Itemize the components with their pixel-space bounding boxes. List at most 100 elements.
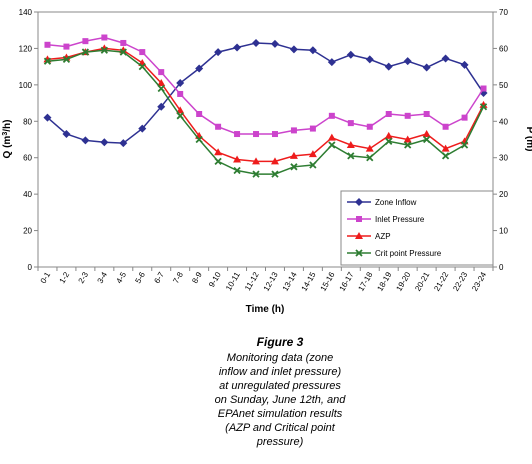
x-tick-label: 3-4 <box>96 270 110 285</box>
data-point-inlet-pressure <box>101 34 108 41</box>
legend-label-azp: AZP <box>375 232 391 241</box>
data-point-azp <box>214 148 223 156</box>
legend-label-crit-point-pressure: Crit point Pressure <box>375 249 442 258</box>
data-point-azp <box>308 150 317 158</box>
data-point-azp <box>384 131 393 139</box>
legend-items: Zone Inflow Inlet Pressure AZP Crit point P… <box>347 198 442 258</box>
caption-line: Monitoring data (zone <box>226 352 334 364</box>
legend-marker-inlet-pressure <box>356 216 362 222</box>
data-point-inlet-pressure <box>63 43 70 50</box>
data-point-crit-point-pressure <box>366 154 374 162</box>
data-point-azp <box>422 130 431 138</box>
x-tick-label: 12-13 <box>262 270 280 293</box>
data-point-azp <box>403 135 412 143</box>
data-point-zone-inflow <box>195 64 204 73</box>
legend-label-zone-inflow: Zone Inflow <box>375 198 417 207</box>
legend-label-inlet-pressure: Inlet Pressure <box>375 215 425 224</box>
data-point-inlet-pressure <box>253 131 260 138</box>
data-point-azp <box>270 157 279 165</box>
data-point-crit-point-pressure <box>233 166 241 175</box>
data-point-crit-point-pressure <box>214 157 222 165</box>
x-tick-label: 17-18 <box>356 270 374 293</box>
x-tick-label: 14-15 <box>300 270 318 293</box>
y2-tick-label: 0 <box>499 263 504 272</box>
data-point-crit-point-pressure <box>81 48 90 56</box>
caption-line: (AZP and Critical point <box>225 422 335 434</box>
caption-line: EPAnet simulation results <box>217 408 343 420</box>
data-point-crit-point-pressure <box>423 135 431 144</box>
x-tick-label: 7-8 <box>171 270 185 285</box>
data-point-zone-inflow <box>327 58 336 67</box>
data-point-zone-inflow <box>233 43 242 52</box>
data-point-zone-inflow <box>289 45 298 54</box>
data-point-zone-inflow <box>308 46 317 55</box>
data-point-crit-point-pressure <box>460 141 469 149</box>
data-point-crit-point-pressure <box>309 161 317 169</box>
data-point-inlet-pressure <box>290 127 297 134</box>
data-point-inlet-pressure <box>404 112 411 119</box>
data-point-inlet-pressure <box>423 111 430 117</box>
data-point-zone-inflow <box>346 50 355 59</box>
y2-tick-label: 10 <box>499 227 508 236</box>
data-point-crit-point-pressure <box>176 112 184 120</box>
data-point-inlet-pressure <box>347 120 354 127</box>
x-tick-label: 16-17 <box>338 270 356 293</box>
data-point-inlet-pressure <box>480 85 487 92</box>
data-point-zone-inflow <box>441 54 450 63</box>
x-tick-label: 15-16 <box>319 270 337 293</box>
caption-line: on Sunday, June 12th, and <box>214 394 346 406</box>
y2-tick-label: 70 <box>499 8 508 17</box>
caption-body: Monitoring data (zone inflow and inlet p… <box>200 351 360 449</box>
x-tick-label: 5-6 <box>133 270 147 285</box>
x-tick-label: 23-24 <box>470 270 488 293</box>
y-tick-label: 40 <box>23 190 32 199</box>
y-axis-title: Q (m3/h) <box>2 120 13 159</box>
data-point-crit-point-pressure <box>62 55 71 63</box>
data-point-crit-point-pressure <box>441 152 450 160</box>
x-tick-label: 11-12 <box>243 270 261 292</box>
legend: Zone Inflow Inlet Pressure AZP Crit point P… <box>340 190 494 266</box>
x-tick-label: 2-3 <box>77 270 91 285</box>
data-point-zone-inflow <box>270 39 279 48</box>
x-tick-label: 6-7 <box>152 270 166 285</box>
data-point-crit-point-pressure <box>195 135 203 144</box>
data-point-azp <box>252 157 261 165</box>
data-point-zone-inflow <box>119 139 128 148</box>
x-tick-label: 9-10 <box>207 270 223 289</box>
y2-tick-label: 50 <box>499 81 508 90</box>
y-tick-label: 20 <box>23 227 32 236</box>
data-point-inlet-pressure <box>442 123 449 130</box>
x-tick-label: 8-9 <box>190 270 204 285</box>
y-tick-label: 100 <box>19 81 33 90</box>
data-point-inlet-pressure <box>158 69 165 76</box>
caption-line: inflow and inlet pressure) <box>218 366 342 378</box>
data-point-crit-point-pressure <box>404 141 412 149</box>
x-tick-label: 4-5 <box>114 270 128 285</box>
data-point-zone-inflow <box>422 63 431 72</box>
x-axis-title: Time (h) <box>246 304 285 315</box>
data-point-crit-point-pressure <box>157 84 165 93</box>
data-point-zone-inflow <box>62 130 71 139</box>
data-point-crit-point-pressure <box>43 57 52 65</box>
data-point-crit-point-pressure <box>347 152 355 160</box>
legend-marker-azp <box>355 232 363 239</box>
x-tick-label: 1-2 <box>58 270 72 285</box>
data-point-crit-point-pressure <box>479 103 488 111</box>
y2-tick-label: 30 <box>499 154 508 163</box>
y2-tick-label: 60 <box>499 44 508 53</box>
data-point-zone-inflow <box>252 38 261 47</box>
x-tick-label: 13-14 <box>281 270 299 293</box>
y-tick-label: 140 <box>19 8 33 17</box>
x-tick-label: 18-19 <box>375 270 393 293</box>
series-line-inlet-pressure <box>47 36 485 135</box>
data-point-crit-point-pressure <box>290 163 298 171</box>
data-point-inlet-pressure <box>385 111 392 117</box>
data-point-crit-point-pressure <box>100 46 108 54</box>
y-tick-label: 0 <box>28 263 33 272</box>
data-point-zone-inflow <box>403 57 412 66</box>
x-tick-label: 0-1 <box>39 270 53 285</box>
legend-marker-zone-inflow <box>355 198 363 206</box>
data-point-inlet-pressure <box>82 38 89 45</box>
y2-tick-label: 20 <box>499 190 508 199</box>
data-point-zone-inflow <box>460 60 469 69</box>
